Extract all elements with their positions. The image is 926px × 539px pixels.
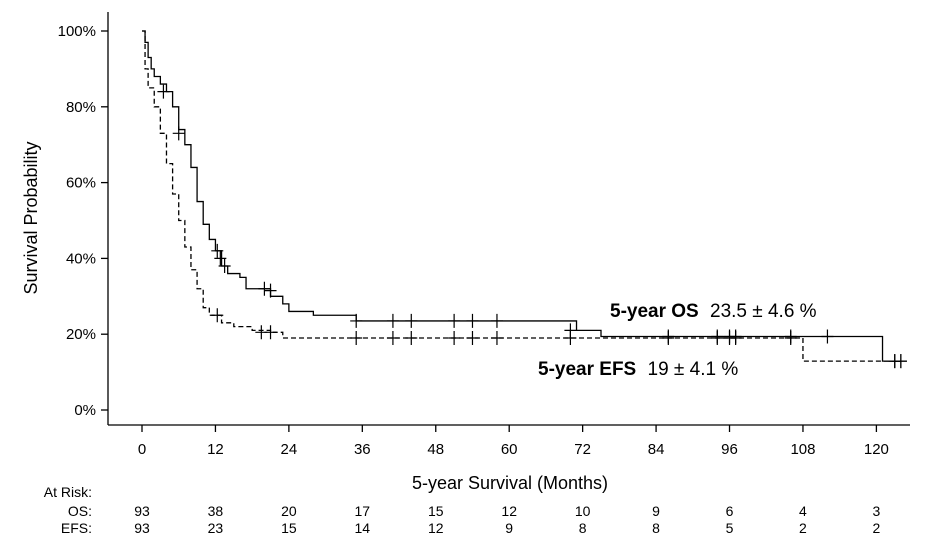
x-tick-label: 72 <box>574 441 591 458</box>
at-risk-count: 17 <box>355 503 371 519</box>
y-tick-label: 40% <box>66 250 96 267</box>
efs-censor-mark <box>466 330 479 345</box>
at-risk-header: At Risk: <box>44 484 92 500</box>
at-risk-count: 6 <box>726 503 734 519</box>
at-risk-row-label: EFS: <box>61 520 92 536</box>
y-tick-label: 80% <box>66 99 96 116</box>
y-axis: 0% 20% 40% 60% 80% 100% <box>58 12 109 425</box>
at-risk-count: 4 <box>799 503 807 519</box>
y-tick-label: 100% <box>58 23 96 40</box>
os-censor-mark <box>448 313 461 328</box>
efs-censor-mark <box>784 330 797 345</box>
efs-censor-mark <box>490 330 503 345</box>
os-censor-mark <box>214 251 227 266</box>
os-censor-mark <box>466 313 479 328</box>
at-risk-count: 15 <box>281 520 297 536</box>
y-tick-label: 0% <box>74 402 96 419</box>
os-annotation-label: 5-year OS <box>610 301 699 322</box>
efs-censor-mark <box>350 330 363 345</box>
x-tick-label: 0 <box>138 441 146 458</box>
at-risk-count: 12 <box>501 503 517 519</box>
x-tick-label: 48 <box>427 441 444 458</box>
x-tick-label: 60 <box>501 441 518 458</box>
os-censor-mark <box>350 313 363 328</box>
efs-censor-mark <box>564 330 577 345</box>
x-tick-label: 96 <box>721 441 738 458</box>
at-risk-count: 12 <box>428 520 444 536</box>
at-risk-count: 23 <box>208 520 224 536</box>
efs-annotation: 5-year EFS 19 ± 4.1 % <box>538 359 738 380</box>
at-risk-count: 8 <box>652 520 660 536</box>
x-tick-label: 12 <box>207 441 224 458</box>
os-censor-mark <box>211 243 224 258</box>
efs-censor-mark <box>264 325 277 340</box>
x-tick-label: 120 <box>864 441 889 458</box>
at-risk-count: 9 <box>505 520 513 536</box>
efs-step-line <box>142 30 901 362</box>
efs-annotation-value: 19 ± 4.1 % <box>648 359 739 380</box>
at-risk-count: 3 <box>873 503 881 519</box>
y-tick-label: 20% <box>66 326 96 343</box>
x-tick-label: 36 <box>354 441 371 458</box>
os-censor-mark <box>490 313 503 328</box>
x-axis: 0 12 24 36 48 60 72 84 96 108 120 <box>108 424 910 458</box>
efs-curve <box>142 30 907 369</box>
efs-annotation-label: 5-year EFS <box>538 359 636 380</box>
os-censor-mark <box>264 283 277 298</box>
os-censor-mark <box>386 313 399 328</box>
efs-censor-mark <box>386 330 399 345</box>
efs-censor-mark <box>711 330 724 345</box>
os-censor-mark <box>405 313 418 328</box>
at-risk-count: 14 <box>355 520 371 536</box>
y-tick-label: 60% <box>66 175 96 192</box>
at-risk-count: 5 <box>726 520 734 536</box>
x-tick-label: 84 <box>648 441 665 458</box>
os-censor-mark <box>218 258 231 273</box>
efs-censor-mark <box>894 354 907 369</box>
at-risk-count: 2 <box>799 520 807 536</box>
os-censor-mark <box>258 281 271 296</box>
os-annotation-value: 23.5 ± 4.6 % <box>710 301 817 322</box>
at-risk-count: 9 <box>652 503 660 519</box>
os-censor-mark <box>157 84 170 99</box>
at-risk-row-label: OS: <box>68 503 92 519</box>
os-censor-mark <box>821 329 834 344</box>
efs-censor-mark <box>662 330 675 345</box>
at-risk-count: 2 <box>873 520 881 536</box>
at-risk-count: 10 <box>575 503 591 519</box>
x-tick-label: 108 <box>790 441 815 458</box>
x-tick-label: 24 <box>281 441 298 458</box>
at-risk-count: 38 <box>208 503 224 519</box>
at-risk-count: 20 <box>281 503 297 519</box>
efs-censor-mark <box>729 330 742 345</box>
os-censor-mark <box>172 126 185 141</box>
efs-censor-mark <box>448 330 461 345</box>
at-risk-count: 93 <box>134 520 150 536</box>
y-axis-title: Survival Probability <box>21 141 41 294</box>
x-axis-title: 5-year Survival (Months) <box>412 473 608 493</box>
at-risk-count: 8 <box>579 520 587 536</box>
os-annotation: 5-year OS 23.5 ± 4.6 % <box>610 301 817 322</box>
efs-censor-mark <box>405 330 418 345</box>
at-risk-count: 15 <box>428 503 444 519</box>
at-risk-count: 93 <box>134 503 150 519</box>
efs-censor-mark <box>211 308 224 323</box>
